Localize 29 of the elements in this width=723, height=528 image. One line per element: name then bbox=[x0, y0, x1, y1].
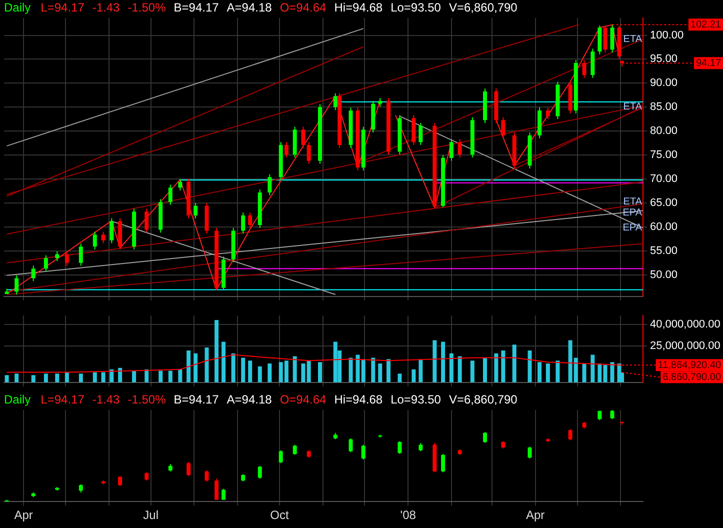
series-label: EPA bbox=[622, 222, 642, 234]
x-tick-label: Apr bbox=[526, 508, 545, 522]
y-tick-label: 65.00 bbox=[650, 196, 678, 209]
x-tick-label: Apr bbox=[14, 508, 33, 522]
annotation: 102.21 bbox=[690, 19, 722, 30]
text: L=94.17 -1.43 -1.50% B=94.17 A=94.18 O=94.64 Hi=94.68 Lo=93.50 V=6,860,790 bbox=[40, 0, 518, 14]
y-tick-label: 40,000,000.00 bbox=[650, 318, 720, 330]
x-tick-label: '08 bbox=[400, 508, 416, 522]
x-tick-label: Jul bbox=[143, 508, 158, 522]
text: L=94.17 -1.43 -1.50% B=94.17 A=94.18 O=94.64 Hi=94.68 Lo=93.50 V=6,860,790 bbox=[40, 392, 518, 406]
y-tick-label: 95.00 bbox=[650, 53, 678, 66]
annotation: 11,864,920.40 bbox=[658, 360, 722, 371]
series-label: ETA bbox=[623, 196, 642, 208]
chart-title: Daily bbox=[4, 0, 31, 14]
y-tick-label: 90.00 bbox=[650, 77, 678, 90]
annotation: 94.17 bbox=[696, 58, 722, 69]
y-tick-label: 85.00 bbox=[650, 101, 678, 114]
annotation: 6,860,790.00 bbox=[662, 372, 722, 383]
y-tick-label: 100.00 bbox=[650, 29, 684, 42]
y-tick-label: 25,000,000.00 bbox=[650, 340, 720, 352]
series-label: ETA bbox=[623, 34, 642, 45]
y-tick-label: 75.00 bbox=[650, 149, 678, 162]
y-tick-label: 80.00 bbox=[650, 125, 678, 138]
y-tick-label: 70.00 bbox=[650, 173, 678, 186]
x-tick-label: Oct bbox=[270, 508, 290, 522]
y-tick-label: 55.00 bbox=[650, 244, 678, 257]
y-tick-label: 50.00 bbox=[650, 268, 678, 281]
chart-title: Daily bbox=[4, 392, 31, 406]
y-tick-label: 60.00 bbox=[650, 220, 678, 233]
